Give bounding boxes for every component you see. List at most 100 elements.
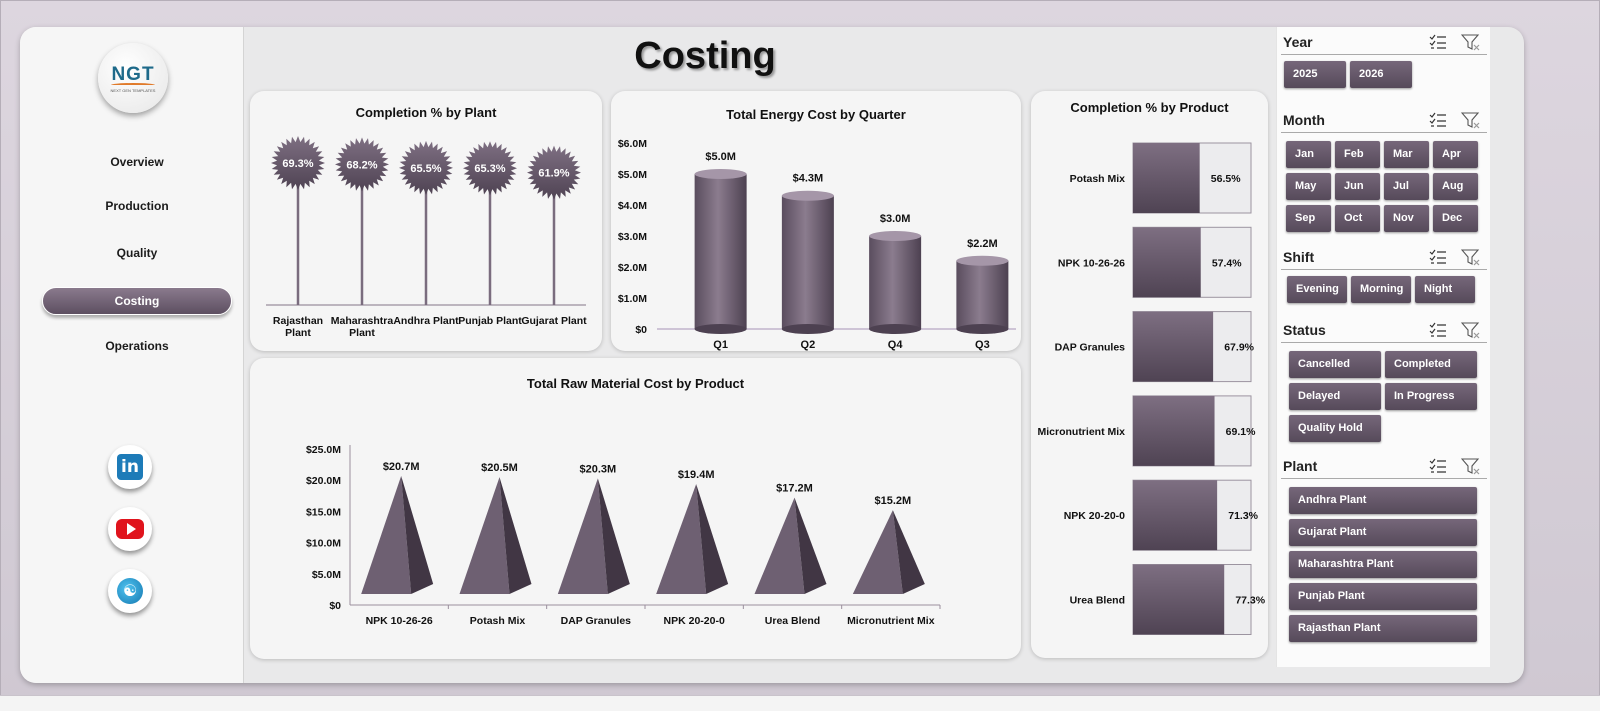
- clear-filter-icon[interactable]: [1461, 249, 1481, 267]
- multi-select-icon[interactable]: [1429, 112, 1447, 128]
- clear-filter-icon[interactable]: [1461, 112, 1481, 130]
- slicer-item[interactable]: Nov: [1384, 205, 1429, 232]
- energy-by-quarter-svg: $0 $1.0M $2.0M $3.0M $4.0M $5.0M $6.0M $5.0M Q1 $…: [618, 138, 1016, 351]
- logo-swoosh: [111, 82, 155, 87]
- slicer-item[interactable]: In Progress: [1385, 383, 1477, 410]
- bottom-strip: [0, 695, 1600, 711]
- slicer-item[interactable]: Jun: [1335, 173, 1380, 200]
- slicer-year: Year 2025 2026: [1281, 31, 1487, 88]
- category-label: Maharashtra: [331, 315, 394, 327]
- website-button[interactable]: ☯: [108, 569, 152, 613]
- slicer-item[interactable]: Evening: [1287, 276, 1347, 303]
- slicer-title: Shift: [1283, 249, 1315, 265]
- slicer-item[interactable]: May: [1286, 173, 1331, 200]
- slicer-item[interactable]: Dec: [1433, 205, 1478, 232]
- slicer-item[interactable]: Delayed: [1289, 383, 1381, 410]
- category-label: Plant: [349, 327, 375, 339]
- pyramid-bar: [754, 497, 827, 594]
- slicer-item[interactable]: Completed: [1385, 351, 1477, 378]
- slicer-item[interactable]: Jan: [1286, 141, 1331, 168]
- cylinder-bar: [781, 190, 834, 334]
- slicer-item[interactable]: Jul: [1384, 173, 1429, 200]
- y-tick-label: $3.0M: [618, 231, 647, 243]
- nav-costing[interactable]: Costing: [42, 287, 232, 315]
- y-tick-label: $4.0M: [618, 200, 647, 212]
- progress-fill: [1133, 311, 1214, 382]
- clear-filter-icon[interactable]: [1461, 322, 1481, 340]
- data-label: $20.5M: [481, 462, 518, 474]
- slicer-item[interactable]: Maharashtra Plant: [1289, 551, 1477, 578]
- chart-title: Total Energy Cost by Quarter: [726, 107, 906, 122]
- nav-quality[interactable]: Quality: [116, 246, 158, 260]
- nav-production[interactable]: Production: [105, 199, 169, 213]
- data-label: $20.3M: [579, 463, 616, 475]
- category-label: DAP Granules: [561, 615, 632, 627]
- data-label: $17.2M: [776, 483, 813, 495]
- slicer-item[interactable]: Night: [1415, 276, 1475, 303]
- category-label: Q2: [801, 339, 816, 351]
- data-label: 71.3%: [1228, 510, 1258, 522]
- y-tick-label: $6.0M: [618, 138, 647, 150]
- data-label: 56.5%: [1211, 173, 1241, 185]
- slicer-item[interactable]: Feb: [1335, 141, 1380, 168]
- slicer-item[interactable]: Mar: [1384, 141, 1429, 168]
- dashboard-canvas: NGT NEXT GEN TEMPLATES Overview Producti…: [20, 27, 1524, 683]
- cylinder-bar: [694, 169, 747, 334]
- slicer-item[interactable]: Quality Hold: [1289, 415, 1381, 442]
- chart-energy-by-quarter: Total Energy Cost by Quarter $0 $1.0M $2.0…: [611, 91, 1021, 351]
- slicer-header: Shift: [1281, 246, 1487, 270]
- data-label: $19.4M: [678, 469, 715, 481]
- slicer-item[interactable]: Morning: [1351, 276, 1411, 303]
- burst-marker: [271, 136, 325, 190]
- nav-operations[interactable]: Operations: [105, 339, 169, 353]
- slicer-item[interactable]: Cancelled: [1289, 351, 1381, 378]
- logo-text: NGT: [111, 63, 155, 85]
- data-label: $3.0M: [880, 213, 911, 225]
- clear-filter-icon[interactable]: [1461, 34, 1481, 52]
- data-label: 69.1%: [1226, 426, 1256, 438]
- burst-marker: [335, 137, 389, 192]
- data-label: $2.2M: [967, 238, 998, 250]
- multi-select-icon[interactable]: [1429, 458, 1447, 474]
- progress-fill: [1133, 395, 1215, 466]
- category-label: Urea Blend: [765, 615, 820, 627]
- category-label: Plant: [285, 327, 311, 339]
- chart-raw-material-cost: Total Raw Material Cost by Product $0 $5.…: [250, 358, 1021, 659]
- slicer-panel: Year 2025 2026 Month Jan Feb Mar Apr May Jun Ju…: [1276, 27, 1490, 667]
- slicer-header: Plant: [1281, 455, 1487, 479]
- slicer-plant: Plant Andhra Plant Gujarat Plant Maharasht…: [1281, 455, 1487, 642]
- multi-select-icon[interactable]: [1429, 322, 1447, 338]
- youtube-button[interactable]: [108, 507, 152, 551]
- multi-select-icon[interactable]: [1429, 34, 1447, 50]
- data-label: 69.3%: [282, 158, 313, 170]
- completion-by-product-svg: Potash Mix 56.5% NPK 10-26-26 57.4% DAP Gran…: [1037, 142, 1266, 635]
- progress-fill: [1133, 564, 1225, 635]
- burst-marker: [463, 141, 517, 196]
- globe-icon: ☯: [117, 578, 143, 604]
- slicer-item[interactable]: Sep: [1286, 205, 1331, 232]
- slicer-item[interactable]: Gujarat Plant: [1289, 519, 1477, 546]
- slicer-item[interactable]: 2026: [1350, 61, 1412, 88]
- slicer-title: Month: [1283, 112, 1325, 128]
- data-label: 65.5%: [410, 163, 441, 175]
- category-label: DAP Granules: [1055, 342, 1126, 354]
- linkedin-button[interactable]: in: [108, 445, 152, 489]
- data-label: 65.3%: [474, 163, 505, 175]
- pyramid-bar: [459, 477, 532, 594]
- data-label: $4.3M: [793, 173, 824, 185]
- progress-fill: [1133, 227, 1201, 298]
- nav-overview[interactable]: Overview: [110, 155, 164, 169]
- multi-select-icon[interactable]: [1429, 249, 1447, 265]
- slicer-shift: Shift Evening Morning Night: [1281, 246, 1487, 303]
- slicer-item[interactable]: Rajasthan Plant: [1289, 615, 1477, 642]
- slicer-item[interactable]: Andhra Plant: [1289, 487, 1477, 514]
- slicer-item[interactable]: Punjab Plant: [1289, 583, 1477, 610]
- slicer-item[interactable]: Aug: [1433, 173, 1478, 200]
- slicer-item[interactable]: 2025: [1284, 61, 1346, 88]
- slicer-item[interactable]: Apr: [1433, 141, 1478, 168]
- pyramid-bar: [557, 478, 630, 594]
- category-label: Potash Mix: [1070, 173, 1126, 185]
- slicer-item[interactable]: Oct: [1335, 205, 1380, 232]
- clear-filter-icon[interactable]: [1461, 458, 1481, 476]
- chart-title: Total Raw Material Cost by Product: [526, 376, 745, 391]
